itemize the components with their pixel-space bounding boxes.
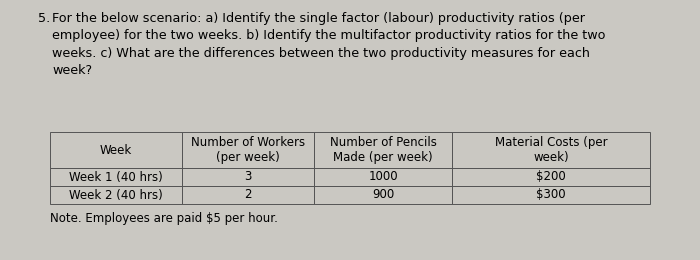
Text: Number of Pencils
Made (per week): Number of Pencils Made (per week): [330, 136, 436, 164]
Bar: [452, 168, 650, 186]
Text: Note. Employees are paid $5 per hour.: Note. Employees are paid $5 per hour.: [50, 212, 278, 225]
Bar: [452, 186, 650, 204]
Bar: [182, 168, 314, 186]
Text: For the below scenario: a) Identify the single factor (labour) productivity rati: For the below scenario: a) Identify the …: [52, 12, 585, 25]
Text: 900: 900: [372, 188, 394, 202]
Text: 1000: 1000: [368, 171, 398, 184]
Text: 3: 3: [244, 171, 252, 184]
Bar: [314, 186, 452, 204]
Bar: [50, 168, 182, 186]
Bar: [314, 168, 452, 186]
Text: Week 1 (40 hrs): Week 1 (40 hrs): [69, 171, 163, 184]
Text: Week: Week: [100, 144, 132, 157]
Text: Number of Workers
(per week): Number of Workers (per week): [191, 136, 305, 164]
Text: weeks. c) What are the differences between the two productivity measures for eac: weeks. c) What are the differences betwe…: [52, 47, 590, 60]
Bar: [50, 132, 182, 168]
Bar: [182, 132, 314, 168]
Bar: [452, 132, 650, 168]
Text: employee) for the two weeks. b) Identify the multifactor productivity ratios for: employee) for the two weeks. b) Identify…: [52, 29, 606, 42]
Text: Week 2 (40 hrs): Week 2 (40 hrs): [69, 188, 163, 202]
Bar: [182, 186, 314, 204]
Text: 2: 2: [244, 188, 252, 202]
Text: $200: $200: [536, 171, 566, 184]
Bar: [314, 132, 452, 168]
Text: Material Costs (per
week): Material Costs (per week): [495, 136, 608, 164]
Bar: [50, 186, 182, 204]
Text: $300: $300: [536, 188, 566, 202]
Text: 5.: 5.: [38, 12, 50, 25]
Text: week?: week?: [52, 64, 92, 77]
